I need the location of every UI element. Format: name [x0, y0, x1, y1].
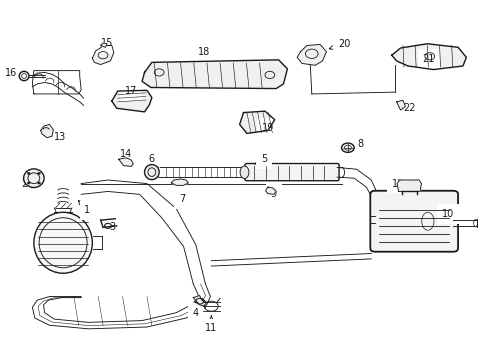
Text: 4: 4 [192, 303, 199, 318]
Circle shape [27, 172, 30, 175]
Text: 10: 10 [436, 209, 453, 219]
Polygon shape [112, 90, 152, 112]
Text: 7: 7 [178, 194, 185, 204]
Text: 8: 8 [352, 139, 363, 149]
Text: 9: 9 [269, 189, 276, 199]
Text: 1: 1 [78, 201, 90, 216]
Text: 15: 15 [101, 38, 113, 48]
Polygon shape [239, 111, 274, 134]
Circle shape [38, 172, 41, 175]
Ellipse shape [144, 165, 159, 180]
Text: 18: 18 [197, 46, 210, 58]
Ellipse shape [240, 166, 248, 179]
Text: 11: 11 [205, 316, 217, 333]
Text: 12: 12 [391, 179, 404, 189]
Polygon shape [119, 158, 133, 166]
Circle shape [341, 143, 353, 152]
FancyBboxPatch shape [369, 191, 457, 252]
Text: 19: 19 [261, 123, 273, 133]
Polygon shape [391, 44, 466, 69]
Ellipse shape [19, 71, 29, 81]
Polygon shape [92, 45, 114, 64]
Text: 6: 6 [148, 154, 155, 164]
Ellipse shape [23, 169, 44, 188]
Polygon shape [265, 187, 276, 194]
Ellipse shape [34, 212, 92, 273]
FancyBboxPatch shape [244, 163, 338, 181]
Text: 3: 3 [109, 222, 116, 231]
Text: 16: 16 [5, 68, 18, 78]
Text: 17: 17 [125, 86, 137, 96]
Text: 21: 21 [422, 54, 434, 64]
Polygon shape [101, 43, 107, 47]
Polygon shape [171, 179, 188, 185]
Circle shape [27, 182, 30, 184]
Polygon shape [396, 180, 421, 192]
Polygon shape [193, 296, 207, 306]
Polygon shape [41, 125, 53, 138]
Polygon shape [142, 60, 287, 89]
Text: 22: 22 [402, 103, 415, 113]
Polygon shape [396, 100, 405, 110]
Text: 13: 13 [54, 132, 66, 142]
Text: 20: 20 [328, 39, 350, 49]
Circle shape [38, 182, 41, 184]
Text: 14: 14 [120, 149, 132, 159]
Text: 5: 5 [255, 154, 266, 164]
Polygon shape [297, 44, 326, 65]
Text: 2: 2 [21, 179, 28, 189]
